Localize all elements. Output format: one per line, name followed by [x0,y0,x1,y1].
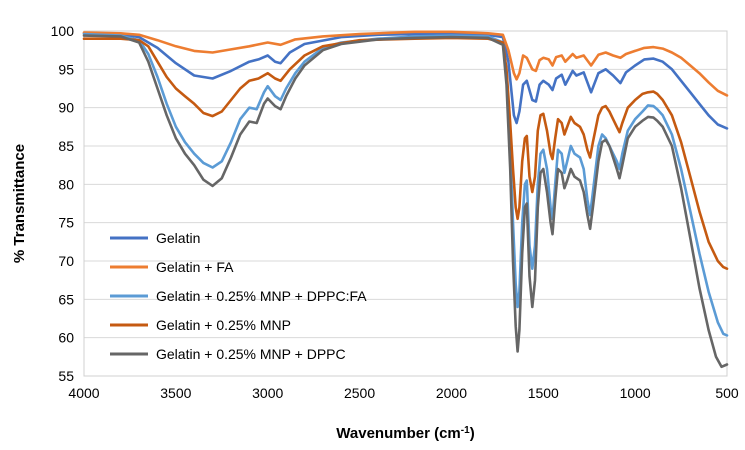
y-tick-label: 75 [58,215,74,231]
x-tick-label: 3000 [252,385,283,401]
x-tick-label: 1500 [528,385,559,401]
x-tick-label: 500 [715,385,739,401]
legend-label: Gelatin [156,230,200,246]
x-tick-label: 3500 [160,385,191,401]
y-tick-labels: 55 60 65 70 75 80 85 90 95 100 [51,23,75,384]
x-axis-title: Wavenumber (cm-1) [336,425,474,443]
y-tick-label: 85 [58,138,74,154]
legend: Gelatin Gelatin + FA Gelatin + 0.25% MNP +… [110,230,367,362]
y-tick-label: 80 [58,176,74,192]
x-tick-label: 2000 [436,385,467,401]
y-tick-label: 100 [51,23,75,39]
y-axis-title: % Transmittance [11,144,28,263]
y-tick-label: 90 [58,100,74,116]
series-line-4 [82,34,729,369]
legend-label: Gelatin + 0.25% MNP + DPPC [156,346,346,362]
legend-label: Gelatin + 0.25% MNP + DPPC:FA [156,288,367,304]
series-line-1 [82,30,729,97]
x-tick-label: 2500 [344,385,375,401]
x-tick-label: 1000 [620,385,651,401]
y-tick-label: 65 [58,291,74,307]
legend-label: Gelatin + FA [156,259,234,275]
series-layer [82,30,729,369]
x-axis-title-close: ) [470,425,475,442]
x-tick-labels: 4000 3500 3000 2500 2000 1500 1000 500 [68,385,738,401]
series-line-2 [82,32,729,337]
series-line-0 [82,31,729,130]
y-tick-label: 60 [58,330,74,346]
y-tick-label: 95 [58,61,74,77]
y-tick-label: 70 [58,253,74,269]
y-tick-label: 55 [58,368,74,384]
x-tick-label: 4000 [68,385,99,401]
legend-label: Gelatin + 0.25% MNP [156,317,291,333]
x-axis-title-sup: -1 [461,425,470,436]
x-axis-title-main: Wavenumber (cm [336,425,460,442]
series-line-3 [82,36,729,270]
